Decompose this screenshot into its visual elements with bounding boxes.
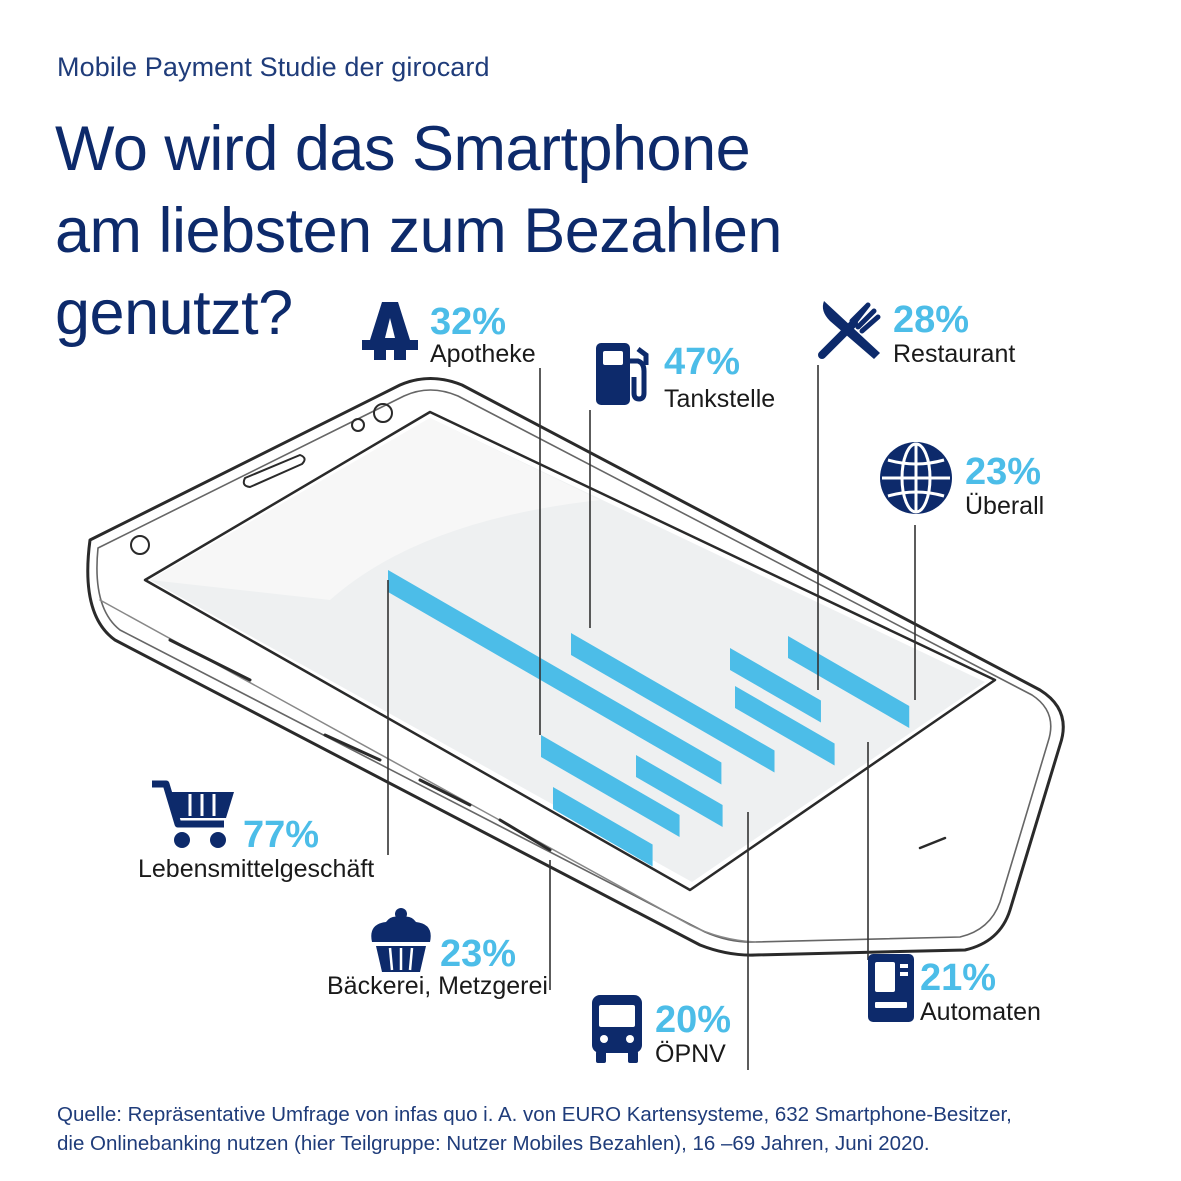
fuel-pump-icon [596,343,649,405]
pct-apotheke: 32% [430,301,507,343]
pct-restaurant: 28% [893,299,970,341]
pct-oepnv: 20% [655,999,732,1041]
pharmacy-icon [362,302,418,360]
pct-automaten: 21% [920,957,997,999]
bar-apotheke [541,735,680,837]
leader-lines [387,365,916,1070]
label-lebensmittel: Lebensmittelgeschäft [138,855,375,883]
label-restaurant: Restaurant [893,340,1016,368]
label-automaten: Automaten [920,998,1041,1026]
title-line-1: Wo wird das Smartphone [55,114,751,184]
source-line-2: die Onlinebanking nutzen (hier Teilgrupp… [57,1132,930,1155]
source-note: Quelle: Repräsentative Umfrage von infas… [57,1100,1157,1158]
fork-knife-icon [818,301,881,359]
title-line-2: am liebsten zum Bezahlen [55,196,782,266]
bar-oepnv [636,755,723,827]
bus-icon [592,995,642,1063]
label-baeckerei: Bäckerei, Metzgerei [327,972,548,1000]
label-oepnv: ÖPNV [655,1040,726,1068]
pct-tankstelle: 47% [664,341,741,383]
bar-ueberall [735,686,835,766]
globe-icon [880,442,952,514]
cupcake-icon [371,908,431,972]
title-line-3: genutzt? [55,278,293,348]
bar-automaten [730,648,821,723]
phone-illustration [86,377,1065,957]
subtitle: Mobile Payment Studie der girocard [57,52,490,82]
vending-machine-icon [868,954,914,1022]
pct-ueberall: 23% [965,451,1042,493]
bar-tankstelle [571,633,775,773]
pct-baeckerei: 23% [440,933,517,975]
shopping-cart-icon [152,780,234,848]
bar-baeckerei [553,787,653,867]
page-title: Wo wird das Smartphone am liebsten zum B… [55,108,935,354]
bar-lebensmittel [388,570,722,785]
label-ueberall: Überall [965,492,1045,520]
label-tankstelle: Tankstelle [664,385,776,413]
source-line-1: Quelle: Repräsentative Umfrage von infas… [57,1103,1012,1126]
label-apotheke: Apotheke [430,340,536,368]
pct-lebensmittel: 77% [243,814,320,856]
